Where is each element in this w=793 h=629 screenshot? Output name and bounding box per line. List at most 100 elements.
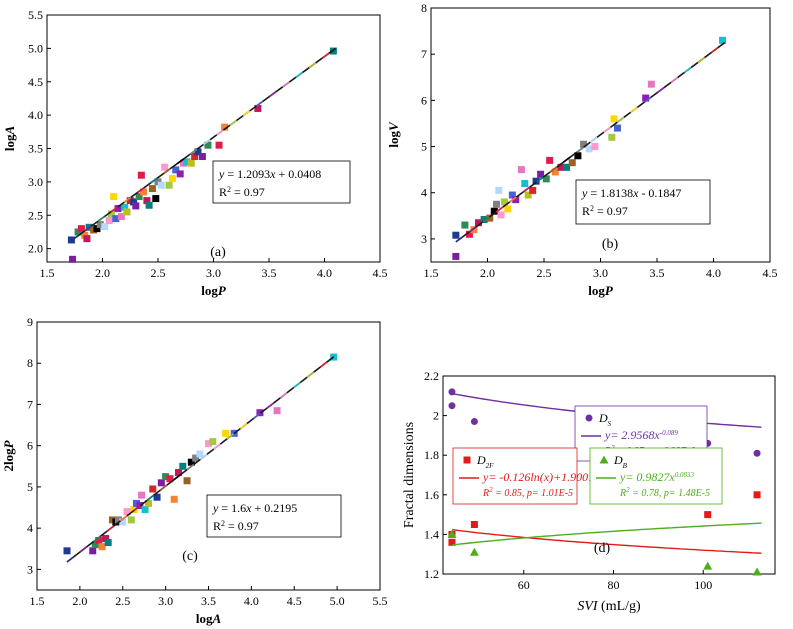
data-point (114, 516, 122, 524)
y-tick-label: 8 (421, 1, 427, 15)
equation-main: y= -0.126ln(x)+1.9007 (482, 470, 595, 484)
y-tick-label: 2.0 (28, 242, 43, 256)
equation-exponent: -0.089 (660, 429, 679, 437)
data-point (204, 141, 212, 149)
fit-line-dash (66, 556, 75, 563)
r2-text: R2 = 0.97 (582, 204, 628, 219)
fit-line-dash (603, 126, 611, 133)
y-tick-label: 6 (27, 439, 33, 453)
y-tick-label: 2 (433, 409, 439, 423)
fit-line-dash (522, 186, 531, 193)
data-point (585, 145, 593, 153)
equation-part: y (218, 167, 225, 181)
data-point (719, 36, 727, 44)
plot-frame (36, 321, 381, 591)
fit-line-dash (576, 146, 585, 153)
y-tick-label: 5 (27, 480, 33, 494)
x-axis-label-prefix: log (201, 283, 218, 298)
data-point (613, 124, 621, 132)
data-point (91, 541, 99, 549)
data-point (132, 202, 140, 210)
fit-line-dash (549, 166, 558, 173)
equation-text: y = 1.6x + 0.2195 (212, 501, 297, 515)
fit-line-dash (455, 236, 464, 243)
y-tick-label: 4.5 (28, 75, 43, 89)
y-tick-label: 5.0 (28, 41, 43, 55)
fit-line-dash (199, 453, 208, 461)
fit-line-dash (616, 116, 625, 123)
data-point (521, 179, 529, 187)
fit-line-dash (239, 422, 248, 430)
series-name-main: D (613, 453, 623, 467)
data-point (537, 170, 545, 178)
fit-line-dash (242, 110, 251, 117)
equation-part: + 0.2195 (251, 501, 297, 515)
fit-line-dash (93, 535, 101, 543)
y-tick-label: 4 (27, 521, 33, 535)
r2-text: R2 = 0.97 (213, 519, 259, 534)
r2-symbol: R (213, 519, 221, 533)
data-point (135, 193, 143, 201)
data-point (166, 475, 174, 483)
series-name-sub: B (623, 462, 628, 470)
y-tick-label: 3 (421, 232, 427, 246)
data-point (123, 508, 131, 516)
x-axis-label-variable: A (211, 611, 221, 626)
x-tick-label: 2.0 (95, 266, 110, 280)
fit-line-dash (97, 215, 105, 223)
data-point (508, 191, 516, 199)
data-point (753, 491, 761, 499)
fit-curve (451, 529, 762, 554)
x-axis-variable: SVI (577, 599, 599, 614)
annotation-box (452, 447, 578, 505)
fit-line-dash (536, 176, 544, 183)
x-axis-label: logP (588, 283, 614, 298)
equation-text: y= 0.9827x0.0833 (619, 470, 695, 484)
y-tick-label: 9 (27, 315, 33, 329)
panel-b: 1.5 2.0 2.5 3.0 3.5 4.0 4.5 3 4 5 6 7 8 y = 1.8138x -… (386, 1, 778, 298)
data-point (187, 458, 195, 466)
data-point (480, 216, 488, 224)
y-tick-label: 5.5 (28, 8, 43, 22)
data-point (95, 537, 103, 545)
equation-exponent: 0.0833 (675, 471, 695, 479)
data-point (198, 153, 206, 161)
data-point (183, 477, 191, 485)
x-tick-label: 2.5 (537, 266, 552, 280)
stats-text: R2 = 0.78, p= 1.48E-5 (619, 486, 710, 499)
y-tick-label: 4 (421, 186, 427, 200)
data-point (179, 462, 187, 470)
x-tick-label: 4.5 (373, 266, 388, 280)
data-point (580, 140, 588, 148)
series-name: D2F (476, 453, 494, 470)
data-point (157, 479, 165, 487)
y-tick-label: 7 (421, 47, 427, 61)
x-tick-label: 3.5 (650, 266, 665, 280)
data-point (127, 516, 135, 524)
x-tick-label: 2.5 (115, 594, 130, 608)
x-tick-label: 3.0 (158, 594, 173, 608)
data-point (98, 543, 106, 551)
fit-line-dash (173, 474, 181, 481)
equation-part: + 0.0408 (275, 167, 321, 181)
data-point (101, 223, 109, 231)
y-axis-label-prefix: log (2, 134, 17, 151)
data-point (490, 207, 498, 215)
fit-line-dash (482, 216, 490, 223)
equation-part: y (581, 186, 588, 200)
y-tick-label: 1.4 (424, 527, 439, 541)
y-axis-label-variable: P (1, 439, 16, 448)
x-tick-label: 60 (518, 578, 530, 592)
data-point (215, 141, 223, 149)
x-tick-label: 3.0 (593, 266, 608, 280)
data-point (495, 186, 503, 194)
plot-frame (442, 375, 776, 575)
x-tick-label: 1.5 (30, 594, 45, 608)
x-axis-label: logP (201, 283, 227, 298)
data-point (96, 221, 104, 229)
legend-marker (599, 455, 609, 464)
x-axis-label-variable: P (605, 283, 614, 298)
y-axis-label-prefix: 2log (1, 448, 16, 472)
data-point (196, 450, 204, 458)
y-tick-label: 3 (27, 562, 33, 576)
